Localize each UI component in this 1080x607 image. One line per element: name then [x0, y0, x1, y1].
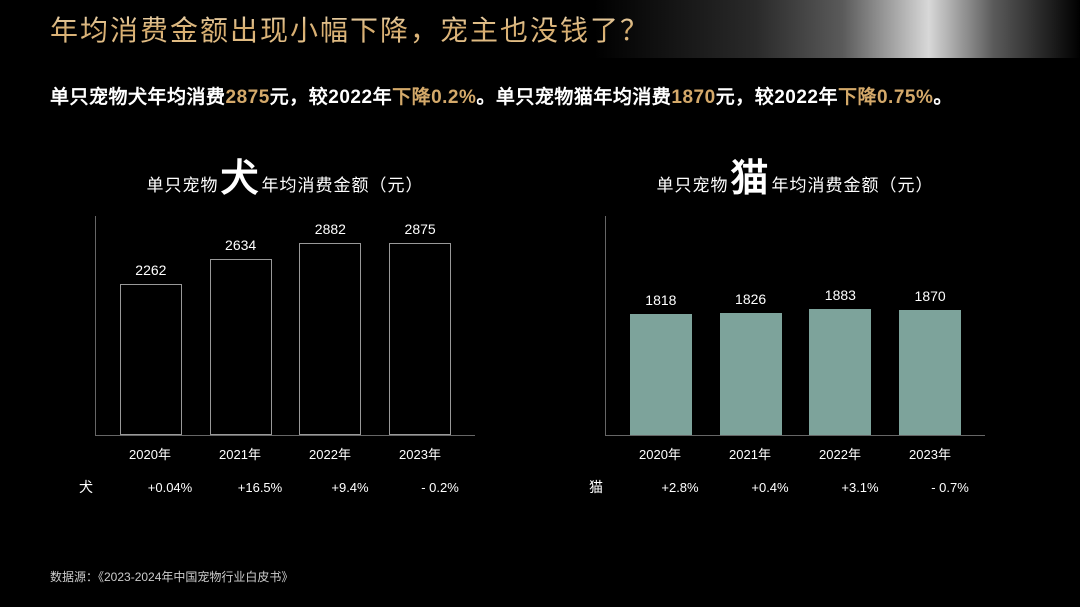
bar-wrap: 1826 — [716, 291, 786, 435]
chart-title-pre: 单只宠物 — [656, 171, 728, 196]
bar — [809, 309, 871, 435]
bar-wrap: 1883 — [805, 287, 875, 435]
plot-area: 1818 1826 1883 1870 — [605, 216, 985, 436]
subtitle: 单只宠物犬年均消费2875元，较2022年下降0.2%。单只宠物猫年均消费187… — [50, 82, 1030, 109]
subtitle-change: 下降0.2% — [392, 87, 476, 108]
subtitle-seg: 元，较2022年 — [270, 87, 392, 108]
subtitle-value: 2875 — [226, 87, 270, 108]
bar-wrap: 2262 — [116, 262, 186, 435]
x-label: 2021年 — [715, 444, 785, 463]
subtitle-seg: 。单只宠物猫年均消费 — [476, 87, 671, 108]
x-label: 2023年 — [385, 444, 455, 463]
chart-title: 单只宠物 犬 年均消费金额（元） — [146, 160, 423, 198]
bar-wrap: 2634 — [206, 237, 276, 435]
growth-value: - 0.2% — [405, 480, 475, 495]
bar-wrap: 2882 — [295, 221, 365, 435]
x-label: 2022年 — [805, 444, 875, 463]
title-bar: 年均消费金额出现小幅下降，宠主也没钱了？ — [0, 0, 1080, 58]
growth-value: +0.4% — [735, 480, 805, 495]
bar — [120, 284, 182, 435]
growth-value: - 0.7% — [915, 480, 985, 495]
cat-chart: 单只宠物 猫 年均消费金额（元） 1818182618831870 2020年2… — [565, 160, 1025, 497]
bar-value-label: 2634 — [225, 237, 256, 253]
chart-title-post: 年均消费金额（元） — [262, 171, 424, 196]
page-title: 年均消费金额出现小幅下降，宠主也没钱了？ — [50, 9, 650, 49]
subtitle-seg: 。 — [933, 87, 953, 108]
bar-value-label: 2262 — [135, 262, 166, 278]
chart-title-big: 猫 — [730, 160, 769, 198]
bar — [389, 243, 451, 435]
growth-value: +2.8% — [645, 480, 715, 495]
chart-title-pre: 单只宠物 — [146, 171, 218, 196]
x-axis-labels: 2020年 2021年 2022年 2023年 — [95, 444, 475, 463]
bar — [630, 314, 692, 435]
growth-value: +16.5% — [225, 480, 295, 495]
data-source: 数据源：《2023-2024年中国宠物行业白皮书》 — [50, 568, 293, 585]
bar-value-label: 1870 — [915, 288, 946, 304]
growth-value: +3.1% — [825, 480, 895, 495]
bar — [299, 243, 361, 435]
growth-value: +9.4% — [315, 480, 385, 495]
subtitle-change: 下降0.75% — [838, 87, 933, 108]
bar-value-label: 1818 — [645, 292, 676, 308]
subtitle-seg: 单只宠物犬年均消费 — [50, 87, 226, 108]
x-label: 2021年 — [205, 444, 275, 463]
bar-wrap: 1870 — [895, 288, 965, 435]
charts-row: 单只宠物 犬 年均消费金额（元） 2262263428822875 2020年2… — [0, 160, 1080, 497]
bar-value-label: 1826 — [735, 291, 766, 307]
bar — [210, 259, 272, 435]
x-label: 2020年 — [115, 444, 185, 463]
dog-chart: 单只宠物 犬 年均消费金额（元） 2262263428822875 2020年2… — [55, 160, 515, 497]
chart-title: 单只宠物 猫 年均消费金额（元） — [656, 160, 933, 198]
bar-wrap: 2875 — [385, 221, 455, 435]
chart-title-post: 年均消费金额（元） — [772, 171, 934, 196]
x-axis-labels: 2020年 2021年 2022年 2023年 — [605, 444, 985, 463]
x-label: 2020年 — [625, 444, 695, 463]
plot-area: 2262 2634 2882 2875 — [95, 216, 475, 436]
subtitle-seg: 元，较2022年 — [716, 87, 838, 108]
growth-value: +0.04% — [135, 480, 205, 495]
growth-values: +0.04% +16.5% +9.4% - 0.2% — [115, 480, 495, 495]
growth-values: +2.8% +0.4% +3.1% - 0.7% — [625, 480, 1005, 495]
bar — [899, 310, 961, 435]
subtitle-value: 1870 — [671, 87, 715, 108]
growth-row: 犬 +0.04% +16.5% +9.4% - 0.2% — [75, 477, 495, 497]
bar-value-label: 2882 — [315, 221, 346, 237]
chart-title-big: 犬 — [220, 160, 259, 198]
growth-row: 猫 +2.8% +0.4% +3.1% - 0.7% — [585, 477, 1005, 497]
growth-label: 猫 — [585, 477, 625, 497]
bar-value-label: 2875 — [405, 221, 436, 237]
bar-value-label: 1883 — [825, 287, 856, 303]
x-label: 2023年 — [895, 444, 965, 463]
bar-wrap: 1818 — [626, 292, 696, 435]
bar — [720, 313, 782, 435]
growth-label: 犬 — [75, 477, 115, 497]
x-label: 2022年 — [295, 444, 365, 463]
